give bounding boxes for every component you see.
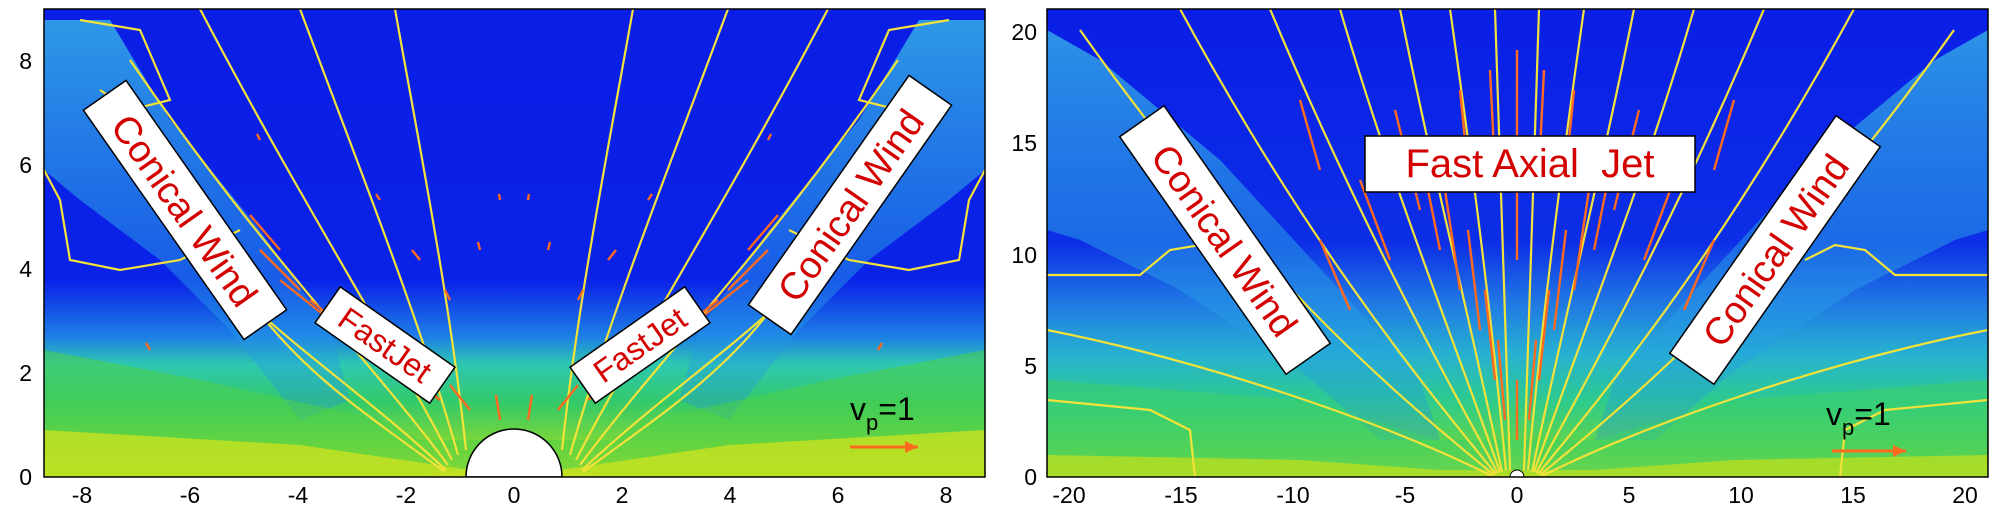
right-y-tick: 15 — [1011, 130, 1037, 156]
left-y-tick: 8 — [19, 48, 32, 74]
right-plot-frame — [1046, 8, 1989, 478]
left-scale-value: =1 — [878, 391, 914, 427]
left-y-tick: 2 — [19, 360, 32, 386]
right-x-tick: -5 — [1395, 482, 1415, 508]
right-x-tick: 0 — [1511, 482, 1524, 508]
left-x-tick: -8 — [72, 482, 92, 508]
svg-text:vp=1: vp=1 — [850, 391, 915, 435]
left-x-tick: 0 — [508, 482, 521, 508]
left-plot-frame — [43, 8, 986, 478]
left-y-tick: 6 — [19, 152, 32, 178]
right-x-tick: 10 — [1728, 482, 1754, 508]
right-y-tick: 10 — [1011, 242, 1037, 268]
right-y-tick: 0 — [1024, 464, 1037, 490]
left-x-tick: 6 — [832, 482, 845, 508]
left-x-axis: -8 -6 -4 -2 0 2 4 6 8 — [72, 482, 953, 508]
left-velocity-scale: vp=1 — [850, 391, 918, 453]
right-x-tick: -15 — [1164, 482, 1197, 508]
left-y-axis: 0 2 4 6 8 — [19, 48, 32, 490]
right-y-tick: 20 — [1011, 19, 1037, 45]
right-x-axis: -20 -15 -10 -5 0 5 10 15 20 — [1052, 482, 1977, 508]
right-label-fast-axial-jet: Fast Axial Jet — [1364, 135, 1696, 193]
right-panel: -20 -15 -10 -5 0 5 10 15 20 0 5 10 15 20… — [1011, 8, 1989, 508]
right-x-tick: 15 — [1840, 482, 1866, 508]
right-x-tick: 5 — [1623, 482, 1636, 508]
left-x-tick: 8 — [940, 482, 953, 508]
left-scale-v: v — [850, 391, 866, 427]
right-scale-sub: p — [1842, 415, 1854, 440]
left-x-tick: 4 — [724, 482, 737, 508]
right-scale-value: =1 — [1854, 396, 1890, 432]
left-scale-sub: p — [866, 410, 878, 435]
svg-text:Fast Axial Jet: Fast Axial Jet — [1406, 142, 1655, 186]
left-x-tick: -6 — [180, 482, 200, 508]
svg-text:vp=1: vp=1 — [1826, 396, 1891, 440]
right-y-axis: 0 5 10 15 20 — [1011, 19, 1037, 490]
left-y-tick: 0 — [19, 464, 32, 490]
right-x-tick: -20 — [1052, 482, 1085, 508]
left-x-tick: 2 — [616, 482, 629, 508]
right-x-tick: -10 — [1276, 482, 1309, 508]
right-scale-v: v — [1826, 396, 1842, 432]
left-panel: -8 -6 -4 -2 0 2 4 6 8 0 2 4 6 8 Conical … — [19, 8, 986, 508]
left-x-tick: -2 — [396, 482, 416, 508]
left-central-object — [465, 428, 563, 477]
right-y-tick: 5 — [1024, 353, 1037, 379]
right-x-tick: 20 — [1952, 482, 1978, 508]
left-x-tick: -4 — [288, 482, 309, 508]
right-velocity-scale: vp=1 — [1826, 396, 1906, 457]
left-y-tick: 4 — [19, 256, 32, 282]
